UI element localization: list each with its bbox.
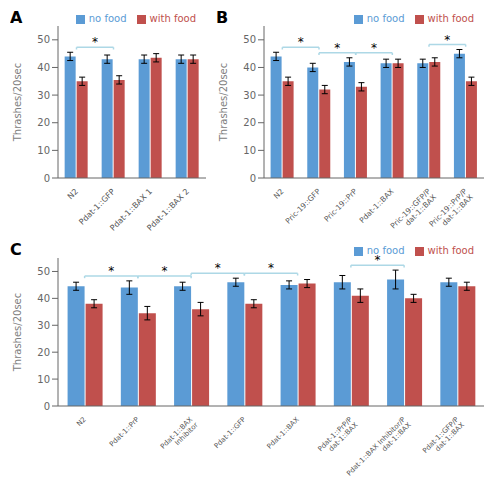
svg-text:40: 40 <box>37 62 50 73</box>
svg-text:*: * <box>334 41 340 55</box>
html-text:with food: with food <box>427 245 474 256</box>
svg-text:Pdat-1::GFP: Pdat-1::GFP <box>213 415 248 450</box>
svg-text:Pdat-1::BAX 1: Pdat-1::BAX 1 <box>108 187 154 233</box>
svg-text:N2: N2 <box>272 187 286 201</box>
svg-text:30: 30 <box>243 90 256 101</box>
svg-text:20: 20 <box>243 117 256 128</box>
svg-text:N2: N2 <box>75 415 88 428</box>
html-text:no food: no food <box>366 245 405 256</box>
svg-text:Pric-19::PrP/Pdat-1::BAX: Pric-19::PrP/Pdat-1::BAX <box>427 187 475 235</box>
svg-text:10: 10 <box>37 145 50 156</box>
html-text:no food: no food <box>88 13 127 24</box>
html-text:with food: with food <box>427 13 474 24</box>
svg-text:40: 40 <box>243 62 256 73</box>
svg-text:30: 30 <box>37 320 50 331</box>
svg-text:50: 50 <box>37 34 50 45</box>
svg-text:10: 10 <box>37 374 50 385</box>
html-text:no food: no food <box>366 13 405 24</box>
svg-text:Pdat-1::PrP: Pdat-1::PrP <box>108 415 141 448</box>
svg-text:0: 0 <box>44 173 50 184</box>
svg-text:*: * <box>371 41 377 55</box>
svg-text:N2: N2 <box>66 187 80 201</box>
svg-text:Thrashes/20sec: Thrashes/20sec <box>12 63 23 143</box>
html-text:A: A <box>10 8 23 27</box>
svg-text:Pric-19::GFP/Pdat-1::BAX: Pric-19::GFP/Pdat-1::BAX <box>389 187 439 237</box>
svg-text:20: 20 <box>37 347 50 358</box>
svg-text:Pdat-1::BAX: Pdat-1::BAX <box>358 187 396 225</box>
svg-text:Pdat-1::BAX: Pdat-1::BAX <box>266 415 301 450</box>
html-text:with food: with food <box>149 13 196 24</box>
svg-text:Pdat-1::GFP: Pdat-1::GFP <box>77 187 117 227</box>
svg-text:Pdat-1::PrP/Pdat-1::BAX: Pdat-1::PrP/Pdat-1::BAX <box>316 415 359 458</box>
svg-text:Thrashes/20sec: Thrashes/20sec <box>218 63 229 143</box>
svg-text:Pric-19::GFP: Pric-19::GFP <box>284 187 323 226</box>
svg-text:50: 50 <box>243 34 256 45</box>
svg-text:Pdat-1::BAX 2: Pdat-1::BAX 2 <box>145 187 191 233</box>
svg-text:*: * <box>162 264 168 278</box>
svg-text:30: 30 <box>37 90 50 101</box>
svg-text:Pdat-1::BAXInhibitor: Pdat-1::BAXInhibitor <box>159 415 200 456</box>
svg-text:40: 40 <box>37 293 50 304</box>
svg-text:20: 20 <box>37 117 50 128</box>
svg-text:*: * <box>444 33 450 47</box>
html-text:B: B <box>216 8 229 27</box>
html-text:C: C <box>10 240 22 259</box>
svg-text:10: 10 <box>243 145 256 156</box>
svg-text:50: 50 <box>37 266 50 277</box>
svg-text:Pdat-1::GFP/Pdat-1::BAX: Pdat-1::GFP/Pdat-1::BAX <box>421 415 466 460</box>
svg-text:*: * <box>268 261 274 275</box>
svg-text:*: * <box>375 253 381 267</box>
svg-text:*: * <box>92 35 98 49</box>
svg-text:*: * <box>298 35 304 49</box>
svg-text:Thrashes/20sec: Thrashes/20sec <box>12 293 23 373</box>
svg-text:Pdat-1::BAX Inhibitor/Pdat-1::: Pdat-1::BAX Inhibitor/Pdat-1::BAX <box>345 415 413 483</box>
svg-text:*: * <box>215 261 221 275</box>
svg-text:*: * <box>108 264 114 278</box>
svg-text:0: 0 <box>44 401 50 412</box>
svg-text:0: 0 <box>250 173 256 184</box>
svg-text:Pric-19::PrP: Pric-19::PrP <box>322 187 359 224</box>
